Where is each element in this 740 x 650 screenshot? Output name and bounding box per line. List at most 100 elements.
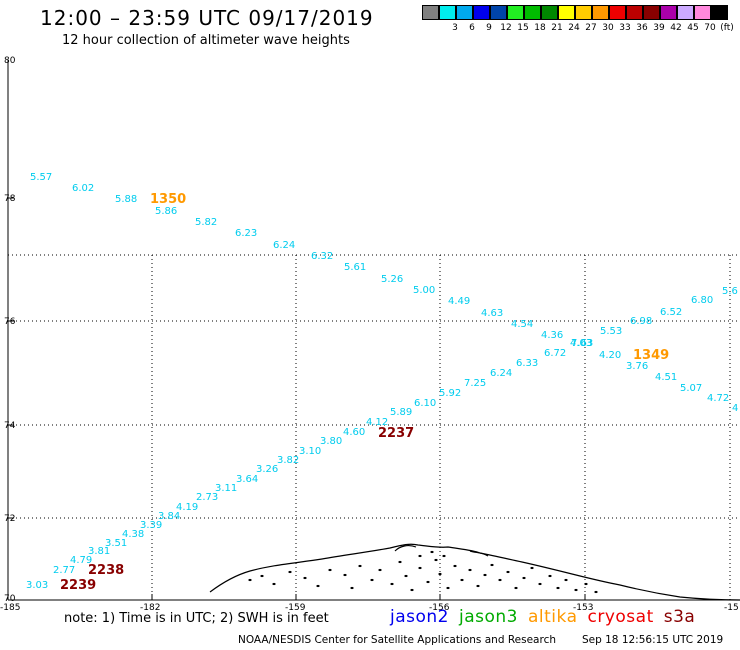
wave-height-value: 3.10 — [299, 446, 321, 457]
wave-height-value: 6.10 — [414, 398, 436, 409]
legend-label: 9 — [486, 23, 492, 33]
wave-height-value: 7.25 — [464, 378, 486, 389]
lake-mark — [584, 582, 588, 586]
wave-height-value: 4.36 — [541, 330, 563, 341]
wave-height-value: 5.00 — [413, 285, 435, 296]
lake-mark — [410, 588, 414, 592]
wave-height-value: 4.03 — [570, 338, 592, 349]
lon-label-182: -182 — [140, 603, 160, 613]
map-subtitle: 12 hour collection of altimeter wave hei… — [62, 33, 350, 48]
footer-note: note: 1) Time is in UTC; 2) SWH is in fe… — [64, 611, 329, 626]
legend-label: 42 — [670, 23, 682, 33]
lon-label-153: -153 — [573, 603, 593, 613]
legend-swatch — [524, 5, 541, 20]
wave-tracks: 5.57 6.02 5.88 5.86 5.82 6.23 6.24 6.32 5.61 5.26… — [26, 172, 738, 591]
lake-mark — [260, 574, 264, 578]
lat-label-76: 76 — [4, 317, 16, 327]
wave-height-value: 2.73 — [196, 492, 218, 503]
wave-height-value: 6.80 — [691, 295, 713, 306]
lake-mark — [350, 586, 354, 590]
wave-height-value: 4 — [732, 403, 738, 414]
legend-label: 30 — [602, 23, 614, 33]
legend-unit: (ft) — [720, 23, 734, 33]
wave-height-value: 4.72 — [707, 393, 729, 404]
lake-mark — [522, 576, 526, 580]
lake-mark — [453, 564, 457, 568]
legend-swatch — [439, 5, 456, 20]
lake-mark — [574, 588, 578, 592]
legend-swatch — [626, 5, 643, 20]
wave-height-value: 5.57 — [30, 172, 52, 183]
wave-height-value: 6.24 — [273, 240, 295, 251]
satellite-jason3: jason3 — [459, 607, 518, 627]
lake-mark — [490, 563, 494, 567]
wave-height-value: 3.39 — [140, 520, 162, 531]
wave-height-value: 5.07 — [680, 383, 702, 394]
lake-mark — [343, 573, 347, 577]
lakes — [248, 550, 598, 594]
legend-label: 18 — [534, 23, 546, 33]
wave-height-value: 3.80 — [320, 436, 342, 447]
lake-mark — [434, 558, 438, 562]
lon-label-185: -185 — [0, 603, 20, 613]
lake-mark — [530, 566, 534, 570]
wave-height-value: 4.20 — [599, 350, 621, 361]
lake-mark — [468, 568, 472, 572]
wave-height-value: 3.11 — [215, 483, 237, 494]
lake-mark — [476, 584, 480, 588]
wave-height-value: 5.92 — [439, 388, 461, 399]
legend-label: 12 — [500, 23, 512, 33]
legend-label: 36 — [636, 23, 648, 33]
lake-mark — [358, 564, 362, 568]
lake-mark — [442, 554, 446, 558]
legend-swatch — [541, 5, 558, 20]
wave-height-value: 6.33 — [516, 358, 538, 369]
graticule — [8, 254, 740, 600]
wave-height-value: 5.26 — [381, 274, 403, 285]
wave-height-value: 6.32 — [311, 251, 333, 262]
lake-mark — [378, 568, 382, 572]
lake-mark — [288, 570, 292, 574]
legend-label: 33 — [619, 23, 631, 33]
wave-height-value: 6.98 — [630, 316, 652, 327]
wave-height-value: 4.63 — [481, 308, 503, 319]
lake-mark — [272, 582, 276, 586]
lake-mark — [498, 578, 502, 582]
lake-mark — [564, 578, 568, 582]
pass-time-label: 2239 — [60, 578, 96, 593]
wave-height-value: 4.60 — [343, 427, 365, 438]
legend-swatch — [660, 5, 677, 20]
wave-height-value: 5.6 — [722, 286, 738, 297]
legend-label: 6 — [469, 23, 475, 33]
legend-swatch — [575, 5, 592, 20]
axis-ticks — [8, 197, 586, 600]
wave-height-value: 3.03 — [26, 580, 48, 591]
lake-mark — [426, 580, 430, 584]
lake-mark — [446, 586, 450, 590]
legend-swatch — [711, 5, 728, 20]
satellite-s3a: s3a — [663, 607, 696, 627]
legend-label: 39 — [653, 23, 665, 33]
wave-height-value: 6.02 — [72, 183, 94, 194]
lake-mark — [390, 582, 394, 586]
pass-time-label: 1349 — [633, 348, 669, 363]
lat-label-70: 70 — [4, 594, 16, 604]
wave-height-value: 5.53 — [600, 326, 622, 337]
lake-mark — [398, 560, 402, 564]
wave-height-value: 7.63 — [571, 338, 593, 349]
legend-swatch — [677, 5, 694, 20]
legend-label: 15 — [517, 23, 529, 33]
legend-swatch — [490, 5, 507, 20]
wave-height-value: 3.26 — [256, 464, 278, 475]
lake-mark — [548, 574, 552, 578]
lake-mark — [316, 584, 320, 588]
wave-height-value: 2.77 — [53, 565, 75, 576]
pass-time-label: 2238 — [88, 563, 124, 578]
legend-swatch — [473, 5, 490, 20]
lake-mark — [418, 566, 422, 570]
lat-label-78: 78 — [4, 194, 16, 204]
lake-mark — [514, 586, 518, 590]
lat-label-72: 72 — [4, 514, 15, 524]
lake-mark — [303, 576, 307, 580]
wave-height-value: 6.52 — [660, 307, 682, 318]
